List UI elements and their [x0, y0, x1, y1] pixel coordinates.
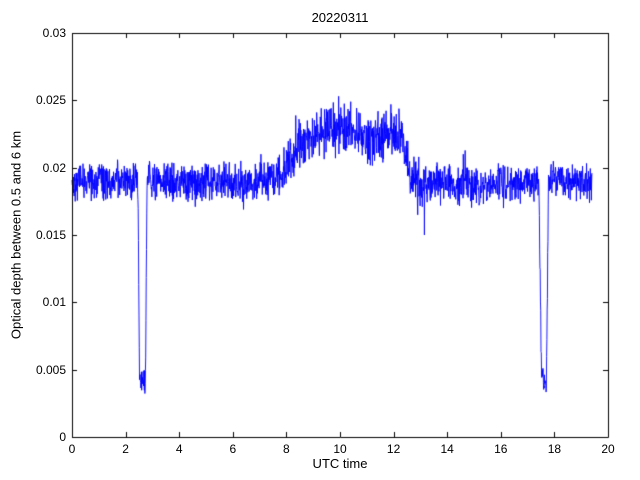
y-tick-label: 0.025: [35, 93, 66, 108]
x-tick-label: 8: [283, 442, 290, 456]
x-tick-label: 6: [229, 442, 237, 456]
x-tick-label: 20: [601, 442, 615, 456]
x-tick-label: 14: [440, 442, 454, 456]
x-tick-label: 4: [175, 442, 183, 456]
x-tick-label: 12: [386, 442, 401, 456]
x-tick-label: 0: [68, 442, 76, 456]
x-tick-label: 2: [122, 442, 129, 456]
y-tick-label: 0: [59, 430, 66, 444]
chart-title: 20220311: [311, 10, 369, 25]
y-tick-label: 0.02: [42, 160, 66, 175]
y-tick-label: 0.01: [42, 295, 66, 310]
x-tick-label: 16: [494, 442, 508, 456]
x-tick-label: 10: [333, 442, 347, 456]
y-tick-label: 0.015: [35, 228, 66, 242]
x-tick-label: 18: [547, 442, 562, 456]
y-tick-label: 0.005: [35, 362, 66, 377]
y-tick-label: 0.03: [42, 26, 66, 40]
x-axis-label: UTC time: [312, 456, 368, 471]
